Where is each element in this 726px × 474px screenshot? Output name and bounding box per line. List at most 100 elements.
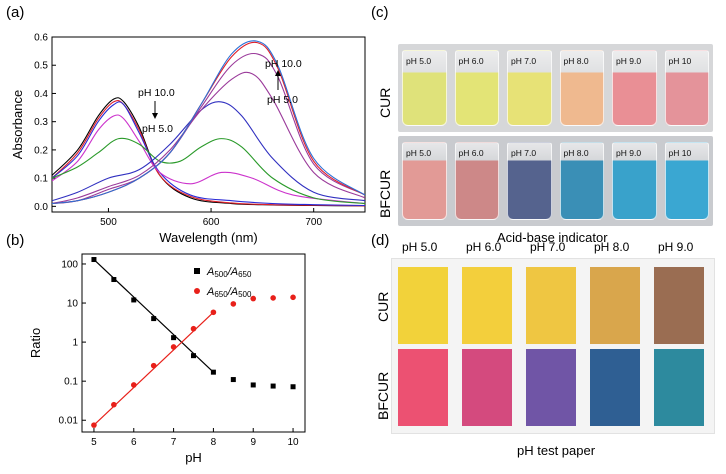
panel-label-c: (c) [371,4,389,21]
data-point-circle [270,295,276,301]
paper-caption: pH test paper [517,443,596,458]
data-point-circle [91,422,97,428]
data-point-square [131,297,137,303]
vial-label: pH 8.0 [563,56,589,66]
data-point-circle [130,382,137,388]
arrow-up-head [275,70,281,76]
vial-label: pH 5.0 [406,56,432,66]
y-tick-label: 10 [67,299,79,310]
data-point-circle [150,362,157,369]
indicator-caption: Acid-base indicator [497,230,608,245]
test-paper-panel: pH 5.0 pH 6.0 pH 7.0 pH 8.0 pH 9.0 CUR BFCUR… [371,232,721,472]
bfcur-vials-photo: pH 5.0 pH 6.0 pH 7.0 pH 8.0 pH 9.0 pH 10 [398,136,713,226]
arrow-down-head [152,113,158,119]
vial-label: pH 8.0 [563,148,589,158]
vial-label: pH 5.0 [406,148,432,158]
x-tick-label: 6 [131,437,137,448]
data-point-circle [190,325,197,332]
vial-label: pH 6.0 [458,56,484,66]
data-point-square [270,383,276,389]
x-tick-label: 8 [211,437,217,448]
y-tick-label: 1 [72,338,78,349]
legend-label-part: A [206,286,214,298]
ratio-chart: 5 6 7 8 9 100.010.1110100pHRatioA500/A650A650… [28,253,306,465]
legend-label-part: 500 [214,270,228,279]
spectrum-line [52,52,365,205]
paper-strip [398,349,448,426]
annotation-right-top: pH 10.0 [265,58,302,70]
panel-label-a: (a) [6,4,25,21]
data-point-square [210,369,216,375]
vial [454,142,499,220]
y-axis-label: Ratio [28,328,43,358]
y-tick-label: 0.1 [34,174,48,185]
legend-label: A500/A650 [206,266,252,279]
paper-row-label-bfcur: BFCUR [375,371,391,420]
paper-strip [590,349,640,426]
legend-label-part: A [206,266,214,278]
panel-label-d: (d) [371,232,390,249]
vial [664,142,709,220]
vial-label: pH 7.0 [511,56,537,66]
data-point-circle [250,295,257,302]
data-point-square [151,316,157,322]
paper-strip [654,267,704,344]
spectrum-line [52,114,365,205]
data-point-square [250,382,256,388]
vial [507,142,552,220]
annotation-left-top: pH 10.0 [138,87,175,99]
data-point-square [290,384,296,390]
x-axis-label: Wavelength (nm) [159,230,258,245]
paper-strip [654,349,704,426]
data-point-square [111,277,117,283]
data-point-square [191,353,196,359]
legend-label-part: 500 [238,290,252,299]
legend-marker [194,288,200,294]
legend-label-part: /A [227,266,238,278]
vial [612,50,657,126]
x-tick-label: 9 [250,437,256,448]
vial [612,142,657,220]
paper-strip [462,349,512,426]
panel-label-b: (b) [6,232,25,249]
y-axis-label: Absorbance [10,90,25,159]
legend-label: A650/A500 [206,286,252,299]
legend-label-part: 650 [214,290,228,299]
spectrum-line [52,41,365,205]
vial-label: pH 10 [668,148,692,158]
paper-header: pH 8.0 [594,240,630,254]
plot-frame [81,253,306,433]
cur-vials-photo: pH 5.0 pH 6.0 pH 7.0 pH 8.0 pH 9.0 pH 10 [398,44,713,132]
paper-header: pH 5.0 [402,240,438,254]
data-point-circle [170,344,177,350]
y-tick-label: 0.6 [34,33,48,44]
data-point-circle [290,294,296,301]
data-point-square [230,377,236,383]
paper-row-label-cur: CUR [375,291,391,322]
vial [454,50,499,126]
legend-marker [194,268,200,274]
y-tick-label: 0.5 [34,61,48,72]
plot-frame [51,36,366,213]
paper-header: pH 9.0 [658,240,694,254]
data-point-circle [210,309,217,316]
vial-label: pH 9.0 [616,148,642,158]
data-point-square [91,257,97,263]
row-label-cur: CUR [377,87,393,118]
y-tick-label: 0.3 [34,117,48,128]
absorbance-chart: 500 600 700 0.0 0.1 0.2 0.3 0.4 0.5 0.6 Wavelength… [10,33,366,245]
data-point-circle [230,301,237,307]
spectrum-line [52,101,365,202]
vial-label: pH 9.0 [616,56,642,66]
x-tick-label: 600 [203,217,220,228]
paper-strip [526,267,576,344]
paper-strip [526,349,576,426]
charts-svg: 500 600 700 0.0 0.1 0.2 0.3 0.4 0.5 0.6 Wavelength… [10,33,366,465]
y-tick-label: 0.4 [34,89,48,100]
paper-strip [462,267,512,344]
legend-label-part: /A [227,286,238,298]
x-tick-label: 5 [91,437,97,448]
vial [664,50,709,126]
indicator-photo-panel: CUR BFCUR pH 5.0 pH 6.0 pH 7.0 pH 8.0 pH 9.0… [371,22,721,247]
x-tick-label: 10 [287,437,299,448]
